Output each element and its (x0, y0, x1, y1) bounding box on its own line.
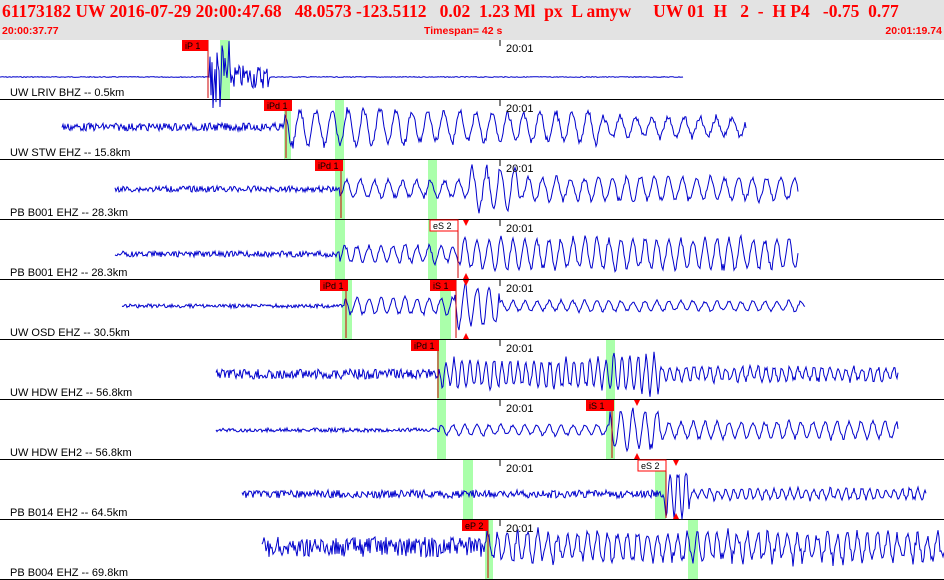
amplitude-marker-bottom (634, 453, 640, 459)
pick-window (606, 400, 615, 459)
pick-window (342, 280, 352, 339)
trace-row[interactable]: iPd 1 20:01 UW HDW EHZ -- 56.8km (0, 340, 944, 400)
start-time: 20:00:37.77 (2, 25, 59, 37)
amplitude-marker-bottom (463, 333, 469, 339)
minute-label: 20:01 (506, 463, 534, 475)
pick-box (586, 400, 614, 411)
pick-label: eP 2 (465, 521, 483, 531)
waveform (241, 472, 927, 520)
trace-row[interactable]: iS 1 20:01 UW HDW EH2 -- 56.8km (0, 400, 944, 460)
phase-pick[interactable]: eS 2 (429, 219, 469, 279)
amplitude-marker-top (463, 280, 469, 286)
amplitude-marker-top (673, 460, 679, 466)
event-summary: 61173182 UW 2016-07-29 20:00:47.68 48.05… (2, 1, 899, 21)
pick-window (463, 460, 473, 519)
pick-label: iS 1 (589, 401, 605, 411)
pick-window (485, 520, 493, 579)
channel-label: UW HDW EH2 -- 56.8km (10, 447, 132, 459)
waveform (114, 233, 799, 273)
waveform (261, 527, 944, 567)
channel-label: PB B014 EH2 -- 64.5km (10, 507, 127, 519)
trace-row[interactable]: iPd 1 20:01 PB B001 EHZ -- 28.3km (0, 160, 944, 220)
pick-window (437, 400, 446, 459)
amplitude-marker-bottom (673, 513, 679, 519)
pick-label: iPd 1 (414, 341, 435, 351)
waveform (215, 351, 899, 397)
pick-window (284, 100, 291, 159)
minute-label: 20:01 (506, 163, 534, 175)
phase-pick[interactable]: iP 1 (182, 40, 209, 98)
pick-window (440, 280, 451, 339)
phase-pick[interactable]: iPd 1 (320, 280, 348, 338)
phase-pick[interactable]: eP 2 (462, 520, 489, 578)
minute-label: 20:01 (506, 103, 534, 115)
waveform (121, 283, 806, 331)
pick-box (182, 40, 208, 51)
minute-label: 20:01 (506, 43, 534, 55)
pick-box (637, 459, 667, 472)
amplitude-marker-top (634, 400, 640, 406)
seismogram-panel[interactable]: iP 1 20:01 UW LRIV BHZ -- 0.5km iPd 1 20:01 U… (0, 40, 944, 580)
trace-row[interactable]: eS 2 20:01 PB B001 EH2 -- 28.3km (0, 219, 944, 280)
phase-pick[interactable]: iS 1 (586, 400, 640, 459)
pick-box (430, 280, 456, 291)
pick-box (264, 100, 292, 111)
waveform (61, 106, 747, 149)
pick-box (320, 280, 348, 291)
minute-label: 20:01 (506, 523, 534, 535)
amplitude-marker-top (463, 220, 469, 226)
minute-label: 20:01 (506, 223, 534, 235)
pick-window (335, 160, 345, 219)
pick-label: iPd 1 (318, 161, 339, 171)
channel-label: PB B001 EH2 -- 28.3km (10, 267, 127, 279)
pick-label: iPd 1 (323, 281, 344, 291)
pick-window (437, 340, 446, 399)
trace-row[interactable]: iPd 1 20:01 UW STW EHZ -- 15.8km (0, 100, 944, 160)
minute-label: 20:01 (506, 403, 534, 415)
pick-window (688, 520, 698, 579)
phase-pick[interactable]: iPd 1 (315, 160, 343, 218)
pick-window (220, 40, 230, 99)
channel-label: UW HDW EHZ -- 56.8km (10, 387, 132, 399)
pick-box (462, 520, 488, 531)
trace-row[interactable]: eS 2 20:01 PB B014 EH2 -- 64.5km (0, 459, 944, 520)
pick-window (428, 220, 437, 279)
minute-label: 20:01 (506, 283, 534, 295)
minute-label: 20:01 (506, 343, 534, 355)
trace-row[interactable]: eP 2 20:01 PB B004 EHZ -- 69.8km (0, 520, 944, 580)
event-header: 61173182 UW 2016-07-29 20:00:47.68 48.05… (0, 0, 944, 40)
pick-window (606, 340, 615, 399)
waveform (215, 407, 899, 453)
pick-box (315, 160, 343, 171)
pick-label: eS 2 (433, 221, 452, 231)
channel-label: PB B001 EHZ -- 28.3km (10, 207, 128, 219)
pick-window (655, 460, 666, 519)
channel-label: PB B004 EHZ -- 69.8km (10, 567, 128, 579)
phase-pick[interactable]: iPd 1 (264, 100, 292, 158)
pick-label: iPd 1 (267, 101, 288, 111)
pick-window (335, 100, 344, 159)
pick-label: iP 1 (185, 41, 200, 51)
channel-label: UW OSD EHZ -- 30.5km (10, 327, 130, 339)
amplitude-marker-bottom (463, 273, 469, 279)
pick-window (335, 220, 345, 279)
pick-label: iS 1 (433, 281, 449, 291)
channel-label: UW STW EHZ -- 15.8km (10, 147, 130, 159)
phase-pick[interactable]: eS 2 (637, 459, 679, 519)
waveform (114, 164, 799, 214)
pick-box (429, 219, 459, 232)
waveform (0, 41, 684, 109)
channel-label: UW LRIV BHZ -- 0.5km (10, 87, 124, 99)
trace-row[interactable]: iP 1 20:01 UW LRIV BHZ -- 0.5km (0, 40, 944, 109)
phase-pick[interactable]: iPd 1 (411, 340, 439, 398)
phase-pick[interactable]: iS 1 (430, 280, 469, 339)
pick-label: eS 2 (641, 461, 660, 471)
timespan: Timespan= 42 s (424, 25, 503, 37)
end-time: 20:01:19.74 (885, 25, 942, 37)
trace-row[interactable]: iPd 1 iS 1 20:01 UW OSD EHZ -- 30.5km (0, 280, 944, 340)
pick-window (428, 160, 437, 219)
pick-box (411, 340, 439, 351)
